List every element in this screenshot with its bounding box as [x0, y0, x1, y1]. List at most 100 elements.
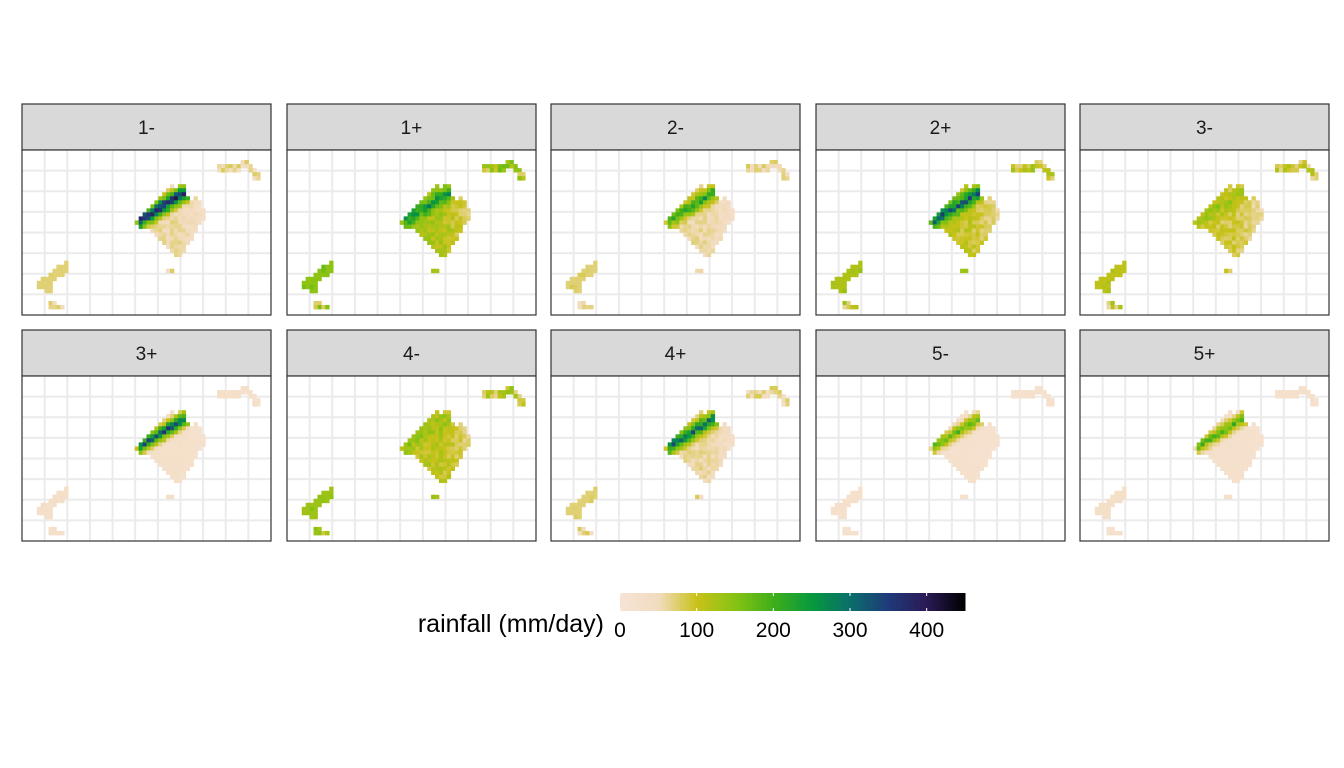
raster-cell — [52, 498, 57, 504]
raster-cell — [325, 268, 330, 274]
raster-cell — [1220, 212, 1225, 217]
raster-cell — [193, 426, 198, 431]
raster-cell — [1224, 450, 1229, 455]
raster-cell — [1030, 164, 1035, 169]
raster-cell — [687, 232, 692, 237]
raster-cell — [956, 192, 961, 197]
raster-cell — [991, 220, 996, 225]
raster-cell — [431, 446, 436, 451]
raster-cell — [1118, 264, 1123, 270]
colorbar-segment — [734, 593, 738, 611]
raster-cell — [423, 232, 428, 237]
raster-cell — [189, 446, 194, 451]
raster-cell — [944, 208, 949, 213]
raster-cell — [956, 208, 961, 213]
raster-cell — [1224, 494, 1229, 500]
raster-cell — [1216, 228, 1221, 233]
raster-cell — [722, 450, 727, 455]
raster-cell — [427, 450, 432, 455]
raster-cell — [427, 216, 432, 221]
raster-cell — [1251, 422, 1256, 427]
raster-cell — [44, 288, 49, 294]
raster-cell — [150, 224, 155, 229]
raster-cell — [177, 462, 183, 467]
raster-cell — [442, 478, 448, 484]
raster-cell — [702, 434, 708, 439]
raster-cell — [1239, 220, 1245, 225]
raster-cell — [710, 450, 716, 455]
raster-cell — [446, 232, 452, 237]
raster-cell — [1239, 410, 1245, 415]
raster-cell — [173, 216, 179, 221]
raster-cell — [956, 212, 961, 217]
raster-cell — [964, 248, 969, 254]
raster-cell — [956, 434, 961, 439]
raster-cell — [960, 192, 965, 197]
raster-cell — [773, 160, 778, 165]
raster-cell — [415, 450, 420, 455]
raster-cell — [714, 224, 720, 229]
raster-cell — [427, 212, 432, 217]
raster-cell — [983, 450, 988, 455]
raster-cell — [431, 224, 436, 229]
raster-cell — [722, 454, 727, 459]
raster-cell — [407, 220, 412, 225]
raster-cell — [710, 196, 716, 201]
raster-cell — [1220, 442, 1225, 447]
raster-cell — [1235, 422, 1241, 427]
raster-cell — [56, 498, 61, 504]
raster-cell — [687, 204, 692, 209]
panel-raster — [1094, 160, 1319, 310]
colorbar-segment — [770, 593, 774, 611]
raster-cell — [162, 466, 167, 471]
raster-cell — [699, 244, 704, 249]
raster-cell — [454, 224, 459, 229]
raster-cell — [952, 212, 957, 217]
raster-cell — [940, 438, 945, 443]
raster-cell — [785, 402, 790, 407]
raster-cell — [497, 394, 503, 399]
raster-cell — [691, 228, 696, 233]
raster-cell — [181, 414, 187, 419]
raster-cell — [173, 430, 179, 435]
raster-cell — [702, 450, 708, 455]
raster-cell — [1231, 192, 1237, 197]
raster-cell — [1026, 164, 1032, 169]
raster-cell — [952, 208, 957, 213]
raster-cell — [1050, 402, 1055, 407]
raster-cell — [777, 390, 782, 395]
raster-cell — [1208, 224, 1213, 229]
raster-cell — [170, 438, 175, 443]
raster-cell — [722, 442, 727, 447]
raster-cell — [150, 220, 155, 225]
raster-cell — [154, 446, 159, 451]
raster-cell — [710, 224, 716, 229]
raster-cell — [695, 414, 700, 419]
colorbar-segment — [677, 593, 681, 611]
raster-cell — [1220, 426, 1225, 431]
raster-cell — [1110, 268, 1115, 274]
raster-cell — [166, 188, 171, 193]
raster-cell — [726, 212, 731, 217]
raster-cell — [1038, 390, 1043, 395]
raster-cell — [438, 248, 444, 254]
raster-cell — [181, 248, 187, 254]
raster-cell — [189, 204, 194, 209]
raster-cell — [313, 288, 318, 294]
raster-cell — [431, 438, 436, 443]
raster-cell — [1038, 160, 1043, 165]
raster-cell — [1231, 188, 1237, 193]
raster-cell — [466, 208, 471, 213]
raster-cell — [702, 430, 708, 435]
colorbar-segment — [809, 593, 813, 611]
raster-cell — [442, 248, 448, 254]
raster-cell — [170, 462, 175, 467]
colorbar-segment — [788, 593, 792, 611]
raster-cell — [256, 398, 261, 403]
raster-cell — [1224, 454, 1229, 459]
raster-cell — [569, 280, 574, 286]
raster-cell — [991, 200, 996, 205]
raster-cell — [593, 494, 598, 500]
raster-cell — [1235, 442, 1241, 447]
raster-cell — [964, 426, 969, 431]
